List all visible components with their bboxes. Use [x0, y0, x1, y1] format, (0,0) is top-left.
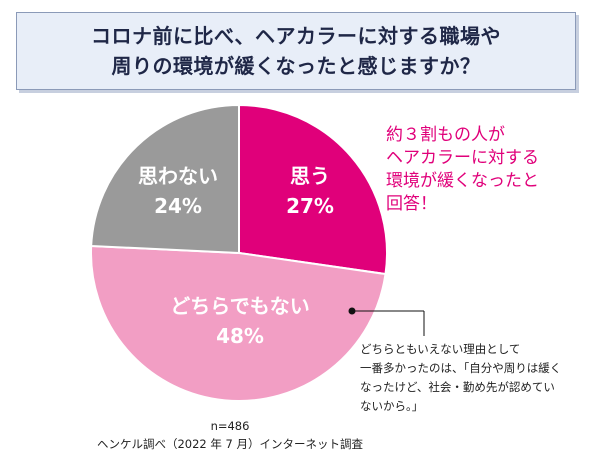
note-line: なったけど、社会・勤め先が認めてい — [360, 380, 555, 394]
pie-slice — [238, 103, 388, 276]
pie-slice — [90, 244, 387, 403]
note-line: 一番多かったのは、「自分や周りは緩く — [360, 361, 562, 375]
slice-value-label: 27% — [286, 194, 334, 218]
source-note: ヘンケル調べ（2022 年 7 月）インターネット調査 — [96, 437, 364, 451]
callout-line: ヘアカラーに対する — [386, 148, 539, 168]
sample-size: n=486 — [210, 419, 250, 433]
callout-line: 環境が緩くなったと — [386, 171, 539, 191]
slice-label: 思う — [290, 164, 330, 188]
callout-line: 回答！ — [386, 194, 437, 214]
slice-label: どちらでもない — [170, 294, 309, 318]
title-line-1: コロナ前に比べ、ヘアカラーに対する職場や — [91, 24, 501, 48]
title-line-2: 周りの環境が緩くなったと感じますか？ — [111, 54, 481, 78]
leader-line — [348, 307, 425, 336]
slice-value-label: 24% — [154, 194, 202, 218]
callout-text: 約３割もの人が ヘアカラーに対する 環境が緩くなったと 回答！ — [386, 124, 598, 216]
title-box: コロナ前に比べ、ヘアカラーに対する職場や 周りの環境が緩くなったと感じますか？ — [16, 12, 576, 90]
pie-slice — [90, 103, 240, 255]
slice-value-label: 48% — [216, 324, 264, 348]
note-line: ないから。」 — [360, 399, 424, 413]
callout-line: 約３割もの人が — [386, 125, 505, 145]
note-line: どちらともいえない理由として — [360, 342, 521, 356]
reason-note: どちらともいえない理由として 一番多かったのは、「自分や周りは緩く なったけど、… — [360, 340, 596, 416]
slice-label: 思わない — [138, 164, 218, 188]
